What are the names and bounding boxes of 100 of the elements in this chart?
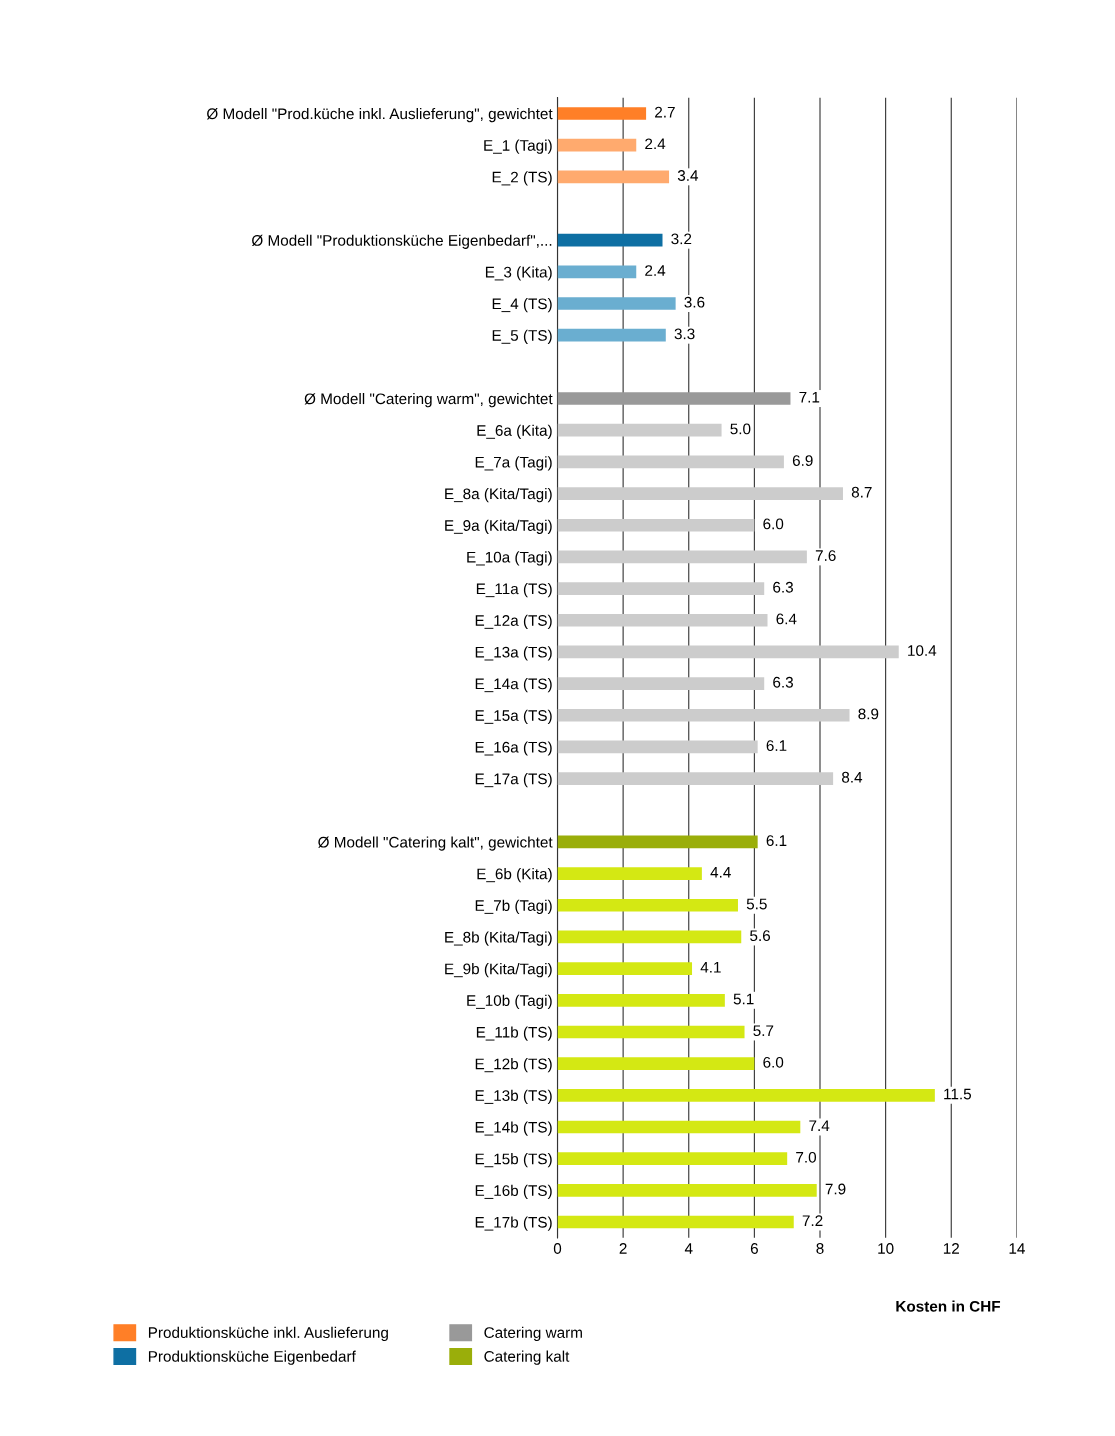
y-tick-label: E_10a (Tagi) <box>467 551 552 566</box>
data-label: 2.4 <box>645 138 666 150</box>
y-tick-label: E_9b (Kita/Tagi) <box>445 963 552 978</box>
data-label: 5.1 <box>733 993 754 1005</box>
bar <box>557 1183 817 1197</box>
bar <box>557 582 765 595</box>
bar <box>557 930 742 944</box>
legend-label: Produktionsküche inkl. Auslieferung <box>148 1326 388 1342</box>
y-tick-label: Ø Modell "Catering kalt", gewichtet <box>318 836 553 851</box>
y-tick-label: E_1 (Tagi) <box>484 139 552 154</box>
data-label: 8.4 <box>841 771 863 783</box>
bar <box>557 518 755 532</box>
data-label: 10.4 <box>908 645 937 657</box>
y-tick-label: E_5 (TS) <box>492 329 552 344</box>
bar <box>557 613 768 627</box>
y-tick-label: E_13a (TS) <box>475 646 552 661</box>
y-tick-label: Ø Modell "Prod.küche inkl. Auslieferung", gewichtet <box>206 107 553 123</box>
y-tick-label: E_13b (TS) <box>475 1089 552 1105</box>
y-tick-label: E_15a (TS) <box>475 709 552 724</box>
data-label: 7.9 <box>825 1183 846 1195</box>
bar <box>557 423 722 437</box>
bar <box>557 772 834 785</box>
legend-label: Catering warm <box>484 1326 582 1342</box>
y-tick-label: Ø Modell "Produktionsküche Eigenbedarf",... <box>251 234 552 249</box>
bar <box>557 170 670 184</box>
x-tick-label: 8 <box>816 1243 824 1254</box>
data-label: 6.9 <box>792 455 813 466</box>
data-label: 5.7 <box>753 1025 774 1037</box>
y-tick-label: Ø Modell "Catering warm", gewichtet <box>304 392 553 408</box>
bar <box>557 740 758 754</box>
bar <box>557 1215 794 1229</box>
bar <box>557 898 738 912</box>
bar <box>557 455 784 469</box>
y-tick-label: E_6a (Kita) <box>477 424 552 439</box>
data-label: 7.6 <box>815 550 836 561</box>
bar <box>557 962 693 975</box>
data-label: 6.0 <box>763 518 784 530</box>
bar <box>557 1088 935 1102</box>
legend-label: Catering kalt <box>484 1350 570 1365</box>
data-label: 3.6 <box>684 296 705 308</box>
data-label: 4.4 <box>710 867 731 878</box>
data-label: 2.4 <box>645 265 666 276</box>
data-label: 5.6 <box>750 930 771 942</box>
bar <box>557 107 647 120</box>
data-label: 7.1 <box>799 391 820 403</box>
x-tick-label: 0 <box>553 1243 562 1254</box>
x-tick-label: 14 <box>1009 1243 1025 1254</box>
bar <box>557 1152 788 1165</box>
bar <box>557 1057 755 1070</box>
bar <box>557 328 666 342</box>
bar <box>557 708 850 722</box>
y-tick-label: E_8a (Kita/Tagi) <box>445 488 552 503</box>
y-tick-label: E_14a (TS) <box>475 678 552 693</box>
data-label: 2.7 <box>655 106 675 118</box>
data-label: 6.4 <box>776 613 797 625</box>
data-label: 7.0 <box>796 1151 817 1163</box>
bar <box>557 835 758 849</box>
x-tick-label: 2 <box>619 1243 627 1254</box>
x-tick-label: 4 <box>684 1243 693 1254</box>
bar <box>557 645 899 659</box>
data-label: 3.3 <box>674 328 695 340</box>
bar <box>557 265 637 279</box>
legend-label: Produktionsküche Eigenbedarf <box>148 1350 356 1365</box>
data-label: 8.9 <box>858 708 879 720</box>
y-tick-label: E_3 (Kita) <box>485 266 552 281</box>
y-tick-label: E_4 (TS) <box>492 297 552 313</box>
data-label: 4.1 <box>700 962 721 973</box>
data-label: 8.7 <box>851 486 872 498</box>
y-tick-label: E_12b (TS) <box>475 1058 552 1073</box>
y-tick-label: E_16b (TS) <box>475 1184 552 1200</box>
data-label: 6.0 <box>763 1056 784 1068</box>
y-tick-label: E_2 (TS) <box>492 171 552 186</box>
data-label: 6.3 <box>773 676 793 688</box>
data-label: 6.1 <box>766 835 787 847</box>
bar <box>557 297 676 310</box>
bar <box>557 138 637 152</box>
y-tick-label: E_16a (TS) <box>475 741 552 756</box>
data-label: 6.3 <box>773 581 793 593</box>
bar <box>557 487 843 500</box>
data-label: 6.1 <box>766 740 787 752</box>
y-tick-label: E_14b (TS) <box>475 1121 552 1136</box>
y-tick-label: E_7a (Tagi) <box>475 456 552 471</box>
bar <box>557 993 725 1007</box>
x-tick-label: 10 <box>878 1243 894 1254</box>
bar <box>557 233 663 247</box>
data-label: 7.4 <box>809 1120 830 1131</box>
y-tick-label: E_17b (TS) <box>475 1216 552 1231</box>
bar <box>557 392 791 405</box>
y-tick-label: E_11b (TS) <box>476 1026 552 1041</box>
bar <box>557 867 702 880</box>
x-tick-label: 6 <box>750 1243 758 1254</box>
x-tick-label: 12 <box>943 1243 959 1254</box>
y-tick-label: E_17a (TS) <box>475 773 552 788</box>
data-label: 11.5 <box>944 1088 972 1100</box>
bar <box>557 1120 801 1134</box>
x-axis-title: Kosten in CHF <box>896 1300 1001 1312</box>
y-tick-label: E_12a (TS) <box>475 614 552 629</box>
y-tick-label: E_15b (TS) <box>475 1153 552 1168</box>
bar <box>557 550 807 564</box>
bar <box>557 1025 745 1039</box>
